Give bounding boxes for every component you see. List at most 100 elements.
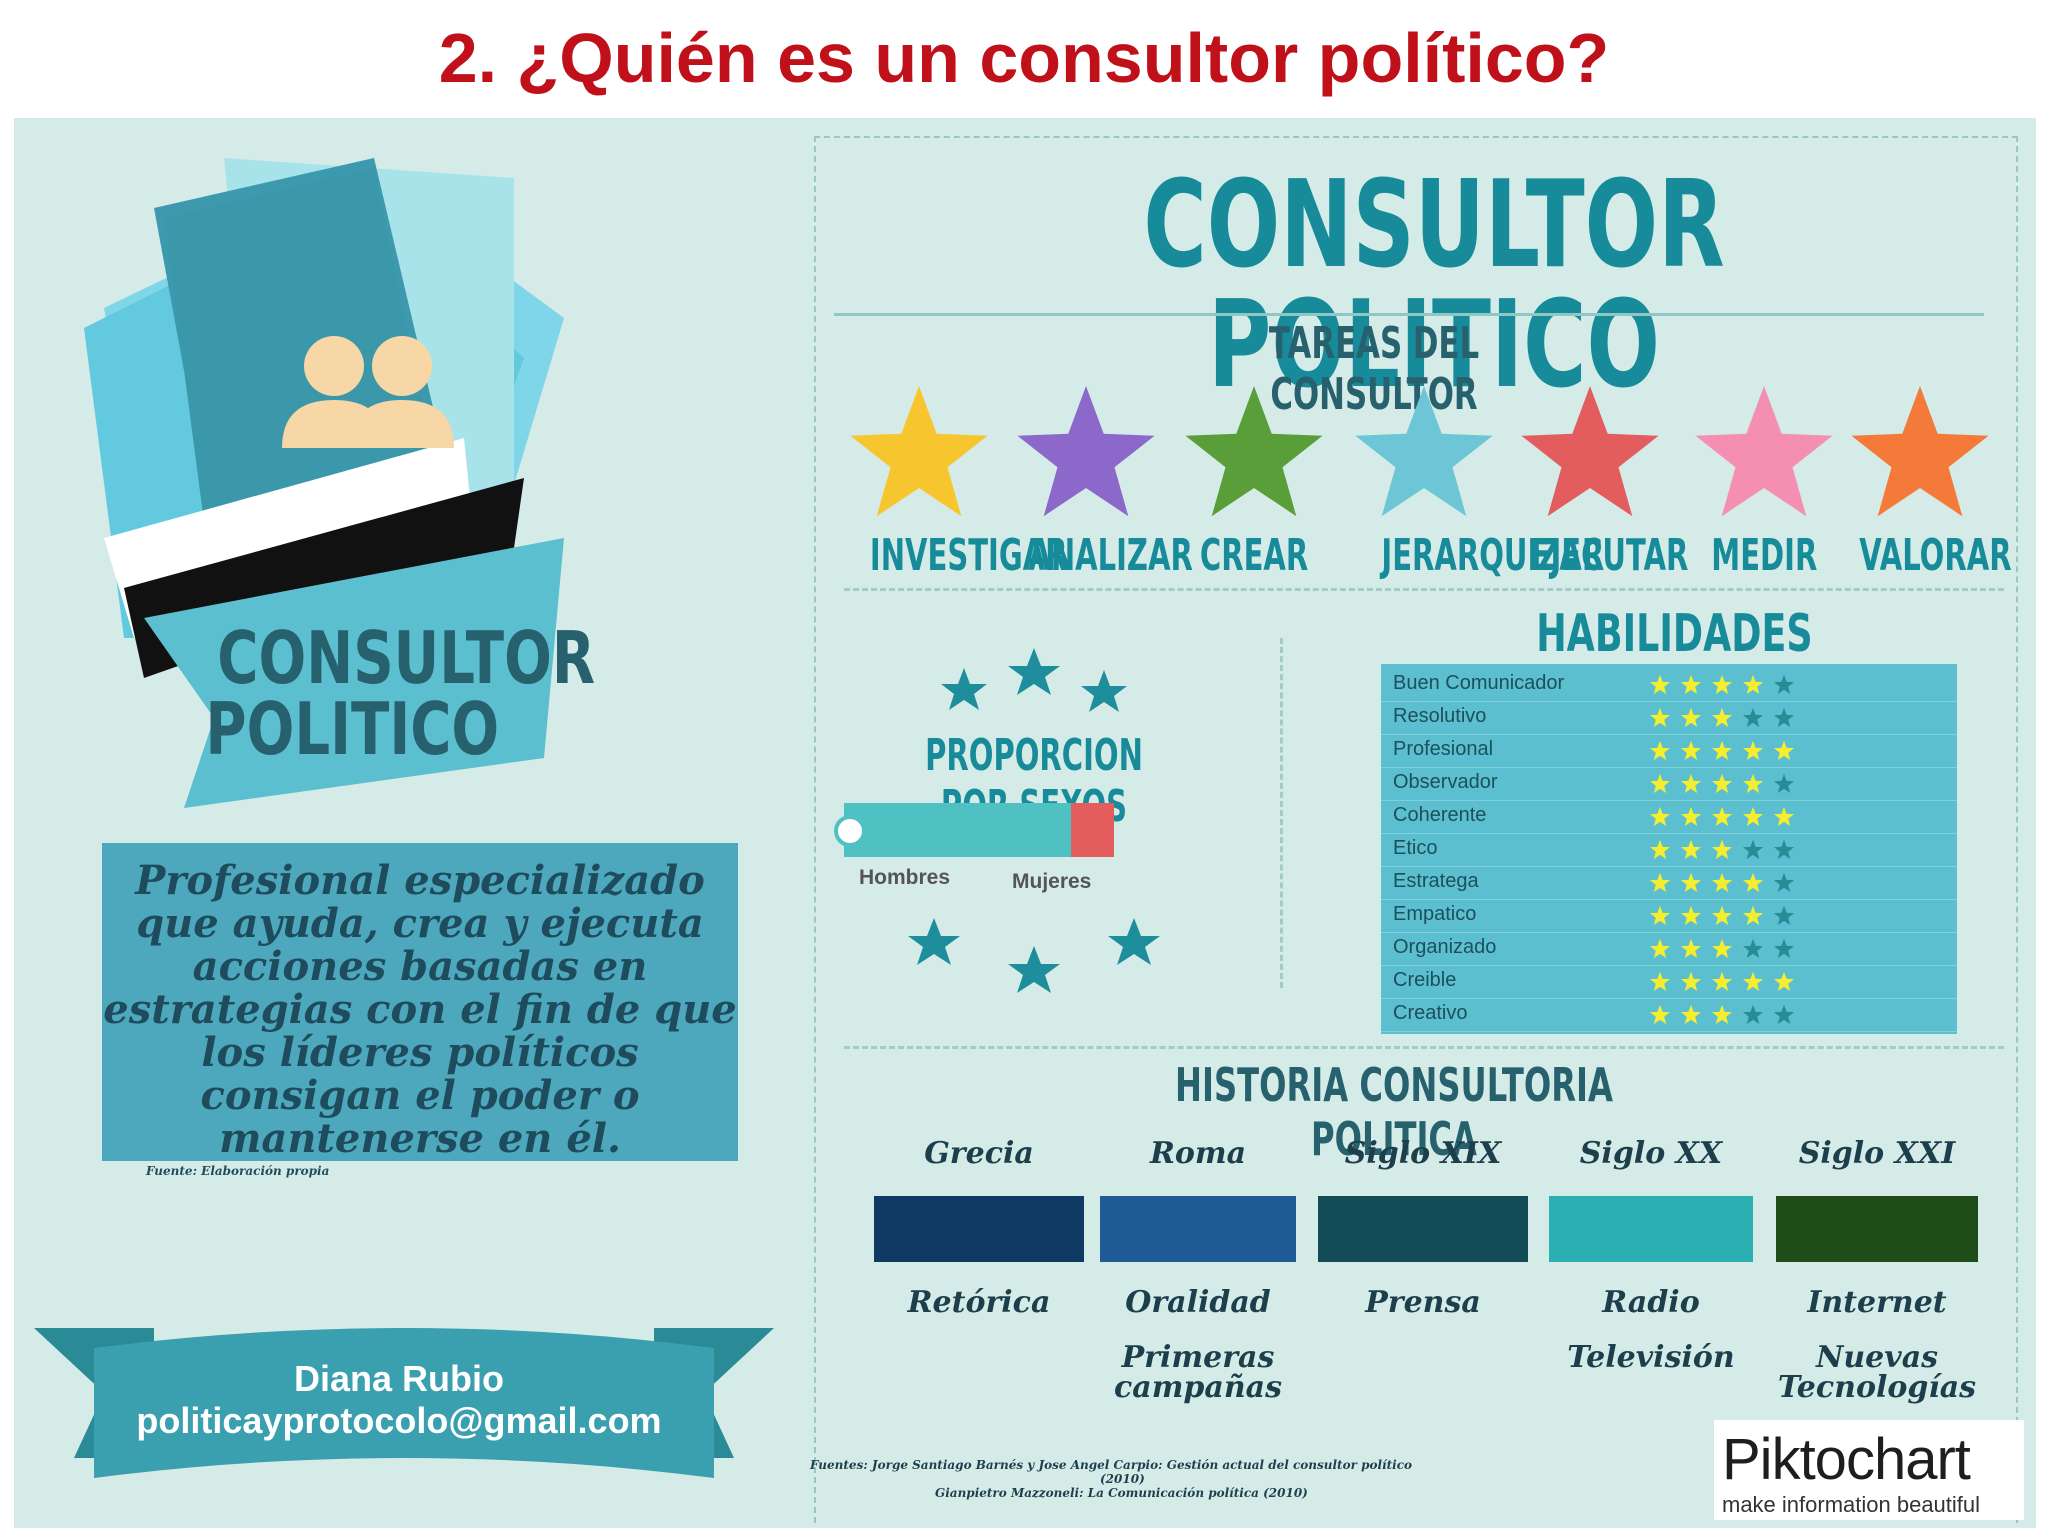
task-label-text: ANALIZAR — [1028, 530, 1193, 581]
rating-star-icon — [1680, 938, 1702, 958]
author-name: Diana Rubio — [293, 1358, 504, 1399]
rating-star-icon — [1649, 674, 1671, 694]
rating-star-icon — [1711, 674, 1733, 694]
history-color-block — [1100, 1196, 1296, 1262]
skill-name: Estratega — [1393, 870, 1479, 892]
task-star-icon — [850, 386, 988, 517]
rating-star-icon — [1649, 1004, 1671, 1024]
rating-star-icon — [1711, 1004, 1733, 1024]
history-item: Internet — [1807, 1285, 1947, 1320]
main-title-wrap: CONSULTOR POLITICO — [844, 166, 2024, 406]
task-label: EJECUTAR — [1490, 530, 1690, 581]
definition-box: Profesional especializado que ayuda, cre… — [102, 843, 738, 1161]
skill-row: Etico — [1381, 833, 1957, 867]
rating-star-icon — [1680, 773, 1702, 793]
rating-star-icon — [1773, 740, 1795, 760]
skill-rating — [1649, 905, 1795, 927]
men-label: Hombres — [859, 866, 951, 889]
skill-name: Observador — [1393, 771, 1498, 793]
source-line-2: Gianpietro Mazzoneli: La Comunicación po… — [935, 1486, 1308, 1500]
skill-row: Buen Comunicador — [1381, 668, 1957, 702]
rating-star-icon — [1711, 872, 1733, 892]
infographic-poster: CONSULTOR POLITICO Profesional especiali… — [14, 118, 2036, 1528]
history-color-block — [1549, 1196, 1753, 1262]
rating-star-icon — [1649, 707, 1671, 727]
rating-star-icon — [1742, 938, 1764, 958]
rating-star-icon — [1711, 806, 1733, 826]
skills-divider — [844, 1046, 2004, 1049]
history-item: Nuevas Tecnologías — [1777, 1340, 1977, 1405]
skill-row: Creible — [1381, 965, 1957, 999]
rating-star-icon — [1742, 971, 1764, 991]
rating-star-icon — [1742, 872, 1764, 892]
rating-star-icon — [1711, 839, 1733, 859]
folder-title-line2: POLITICO — [205, 687, 500, 771]
author-email[interactable]: politicayprotocolo@gmail.com — [136, 1400, 662, 1441]
history-item: Televisión — [1567, 1340, 1735, 1375]
brand-tagline: make information beautiful — [1722, 1492, 1981, 1517]
history-era: Roma — [1149, 1136, 1247, 1171]
task-label-text: EJECUTAR — [1530, 530, 1689, 581]
rating-star-icon — [1649, 938, 1671, 958]
rating-star-icon — [1742, 839, 1764, 859]
skill-name: Creativo — [1393, 1002, 1468, 1024]
history-heading: HISTORIA CONSULTORIA POLITICA — [1175, 1058, 1613, 1166]
decorative-stars-bottom — [908, 918, 1160, 993]
source-line-1: Fuentes: Jorge Santiago Barnés y Jose An… — [810, 1458, 1413, 1472]
rating-star-icon — [1742, 806, 1764, 826]
skills-panel: Buen Comunicador Resolutivo Profesional Obs… — [1381, 664, 1957, 1034]
history-era: Siglo XX — [1579, 1136, 1723, 1171]
skill-name: Empatico — [1393, 903, 1477, 925]
rating-star-icon — [1680, 905, 1702, 925]
history-item: Prensa — [1365, 1285, 1481, 1320]
star-decoration — [1008, 648, 1060, 695]
title-divider — [834, 313, 1984, 316]
rating-star-icon — [1711, 707, 1733, 727]
task-label: MEDIR — [1664, 530, 1864, 581]
skill-name: Buen Comunicador — [1393, 672, 1565, 694]
skill-name: Organizado — [1393, 936, 1497, 958]
skill-rating — [1649, 773, 1795, 795]
skill-rating — [1649, 872, 1795, 894]
task-label-text: INVESTIGAR — [869, 530, 1068, 581]
skill-row: Coherente — [1381, 800, 1957, 834]
gender-bar — [834, 803, 1124, 857]
rating-star-icon — [1711, 971, 1733, 991]
rating-star-icon — [1742, 707, 1764, 727]
vertical-divider — [1280, 638, 1283, 988]
task-label-text: MEDIR — [1710, 530, 1818, 581]
tasks-heading-wrap: TAREAS DEL CONSULTOR — [1094, 318, 1654, 420]
rating-star-icon — [1773, 971, 1795, 991]
history-item: Retórica — [907, 1285, 1051, 1320]
skill-name: Profesional — [1393, 738, 1494, 760]
bar-handle — [834, 815, 866, 847]
history-item: Primeras campañas — [1113, 1340, 1282, 1405]
skill-row: Creativo — [1381, 998, 1957, 1032]
definition-line: estrategias con el fin de que — [103, 986, 737, 1033]
tasks-heading: TAREAS DEL CONSULTOR — [1268, 318, 1480, 420]
definition-line: acciones basadas en — [192, 943, 648, 990]
rating-star-icon — [1680, 806, 1702, 826]
rating-star-icon — [1742, 740, 1764, 760]
task-label-text: JERARQUIZAR — [1381, 530, 1605, 581]
skill-row: Resolutivo — [1381, 701, 1957, 735]
rating-star-icon — [1680, 872, 1702, 892]
skills-heading: HABILIDADES — [1535, 604, 1813, 664]
task-label-text: VALORAR — [1859, 530, 2012, 581]
definition-line: Profesional especializado — [135, 857, 705, 904]
task-label: CREAR — [1154, 530, 1354, 581]
history-era: Grecia — [924, 1136, 1034, 1171]
author-ribbon — [34, 1328, 774, 1478]
gender-bar-women — [1071, 803, 1114, 857]
slide-title: 2. ¿Quién es un consultor político? — [438, 19, 1610, 97]
task-label: VALORAR — [1820, 530, 2020, 581]
rating-star-icon — [1649, 971, 1671, 991]
history-heading-wrap: HISTORIA CONSULTORIA POLITICA — [1014, 1058, 1774, 1166]
star-decoration — [1008, 946, 1060, 993]
decorative-stars-top — [941, 648, 1127, 712]
gender-bar-men — [844, 803, 1071, 857]
rating-star-icon — [1680, 839, 1702, 859]
sources: Fuentes: Jorge Santiago Barnés y Jose An… — [810, 1458, 1510, 1500]
skill-row: Estratega — [1381, 866, 1957, 900]
source-line-1b: (2010) — [1100, 1472, 1145, 1486]
